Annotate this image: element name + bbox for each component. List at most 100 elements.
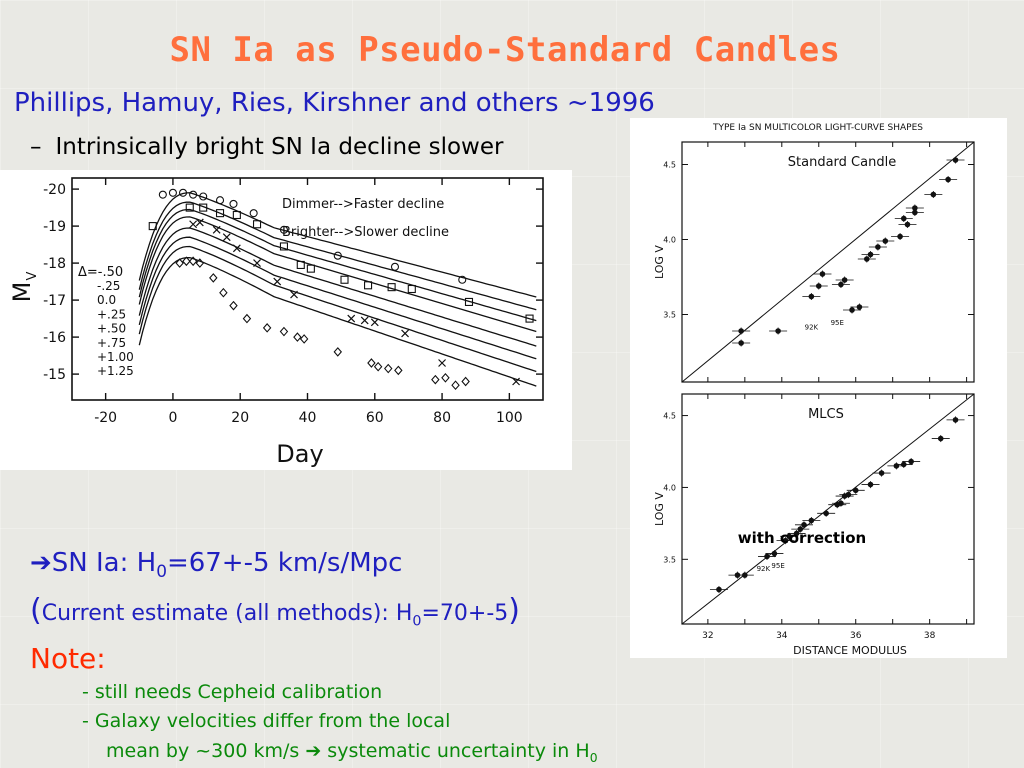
hubble-point: [930, 191, 937, 198]
lc-legend-entry: -.25: [97, 279, 120, 293]
bullet-decline: – Intrinsically bright SN Ia decline slow…: [30, 134, 503, 160]
hubble-point: [864, 256, 870, 262]
hubble-point: [852, 487, 859, 494]
hubble-frame-top: [681, 141, 975, 383]
lc-point-cross: [438, 359, 446, 367]
hubble-y-axis-label: LOG V: [653, 492, 666, 526]
lc-point-diamond: [262, 323, 272, 333]
lc-point-circle: [390, 262, 400, 271]
lc-x-tick-label: 20: [231, 410, 249, 426]
lc-y-tick-label: -18: [43, 256, 66, 272]
lc-legend-entry: +.75: [97, 336, 126, 350]
note-label: Note:: [30, 642, 106, 675]
lc-point-circle: [215, 196, 225, 205]
lc-point-square: [252, 220, 262, 229]
lc-point-cross: [195, 218, 204, 227]
h0-value: =67+-5 km/s/Mpc: [166, 548, 403, 578]
h0-prefix: ➔SN Ia: H: [30, 548, 157, 578]
lc-point-circle: [279, 225, 289, 234]
lc-point-diamond: [229, 300, 238, 311]
hubble-point: [845, 491, 852, 498]
lc-point-diamond: [219, 287, 228, 298]
hubble-y-axis-label: LOG V: [653, 245, 666, 279]
lc-point-diamond: [242, 313, 252, 324]
hubble-point: [900, 461, 907, 468]
lc-point-square: [306, 264, 315, 273]
lc-point-circle: [229, 199, 238, 208]
lc-legend-entry: +1.00: [97, 350, 134, 364]
lc-point-cross: [222, 233, 231, 242]
lc-series-line: [138, 208, 537, 322]
lc-series-line: [138, 216, 537, 333]
lc-point-diamond: [333, 347, 343, 357]
lc-y-axis-label: M: [8, 282, 36, 303]
hubble-point: [882, 238, 889, 244]
lc-point-cross: [189, 220, 198, 229]
hubble-y-tick-label: 4.5: [663, 161, 676, 170]
lc-point-circle: [168, 188, 177, 197]
slide-title: SN Ia as Pseudo-Standard Candles: [169, 30, 841, 70]
hubble-point: [801, 522, 807, 528]
hubble-point: [797, 526, 804, 532]
hubble-diagram-panel: TYPE Ia SN MULTICOLOR LIGHT-CURVE SHAPES…: [630, 118, 1007, 658]
lc-y-axis-label-sub: V: [25, 271, 40, 280]
hubble-y-tick-label: 4.0: [663, 236, 676, 245]
lc-point-square: [148, 222, 157, 231]
lc-series-line: [138, 192, 537, 298]
lc-point-square: [232, 210, 241, 220]
note-item-systematic: mean by ~300 km/s ➔ systematic uncertain…: [106, 740, 598, 765]
hubble-point-label: 95E: [771, 562, 784, 570]
lc-legend-entry: +1.25: [97, 364, 134, 378]
lc-point-square: [215, 209, 225, 218]
note-item-cepheid: - still needs Cepheid calibration: [82, 681, 383, 703]
lc-series-line: [138, 236, 537, 360]
note-item-velocities: - Galaxy velocities differ from the loca…: [82, 710, 451, 732]
lc-x-axis-label: Day: [276, 440, 323, 468]
lc-x-tick-label: -20: [94, 410, 117, 426]
lc-point-cross: [401, 329, 409, 338]
light-curve-panel: -20 0 20 40 60 80 100 -20 -19 -18 -17 -16 -15 Day M V Di…: [0, 170, 572, 470]
hubble-point: [875, 244, 881, 250]
hubble-x-tick-label: 32: [702, 631, 713, 641]
hubble-title: TYPE Ia SN MULTICOLOR LIGHT-CURVE SHAPES: [712, 123, 923, 133]
lc-point-cross: [212, 225, 221, 234]
current-subscript: 0: [412, 613, 422, 630]
lc-point-circle: [189, 190, 198, 199]
lc-legend-entry: +.50: [97, 322, 126, 336]
hubble-panel-label: Standard Candle: [788, 155, 896, 170]
lc-legend-entry: +.25: [97, 307, 126, 321]
hubble-y-tick-label: 3.5: [663, 311, 676, 320]
lc-annotation-dimmer: Dimmer-->Faster decline: [282, 197, 444, 212]
hubble-x-axis-label: DISTANCE MODULUS: [793, 644, 907, 657]
lc-point-diamond: [451, 380, 460, 391]
lc-point-cross: [370, 318, 379, 327]
lc-y-tick-label: -20: [43, 182, 66, 198]
hubble-point-label: 92K: [757, 565, 771, 573]
lc-point-cross: [347, 314, 356, 323]
lc-point-diamond: [441, 372, 450, 383]
paren-close: ): [508, 593, 521, 628]
lc-point-diamond: [461, 376, 470, 387]
lc-point-circle: [458, 275, 467, 284]
lc-point-circle: [199, 192, 208, 201]
h0-result: ➔SN Ia: H0=67+-5 km/s/Mpc: [30, 548, 402, 581]
current-text: Current estimate (all methods): H: [41, 601, 413, 626]
hubble-point: [819, 271, 826, 277]
with-correction-annotation: with correction: [738, 529, 866, 547]
hubble-panel-label: MLCS: [808, 407, 844, 422]
hubble-point: [808, 517, 815, 524]
lc-series-line: [138, 256, 537, 387]
hubble-point: [775, 328, 781, 334]
note-item-systematic-text: mean by ~300 km/s ➔ systematic uncertain…: [106, 740, 590, 762]
lc-point-square: [199, 203, 208, 212]
lc-y-tick-label: -19: [43, 219, 66, 235]
lc-annotation-brighter: Brighter-->Slower decline: [282, 225, 449, 240]
hubble-y-tick-label: 4.0: [663, 483, 676, 492]
hubble-point: [945, 176, 951, 183]
hubble-point: [893, 463, 900, 469]
hubble-point: [782, 537, 789, 544]
hubble-point: [838, 500, 844, 507]
lc-point-diamond: [394, 365, 403, 376]
lc-y-tick-label: -17: [43, 293, 66, 309]
bullet-dash: –: [30, 134, 42, 160]
